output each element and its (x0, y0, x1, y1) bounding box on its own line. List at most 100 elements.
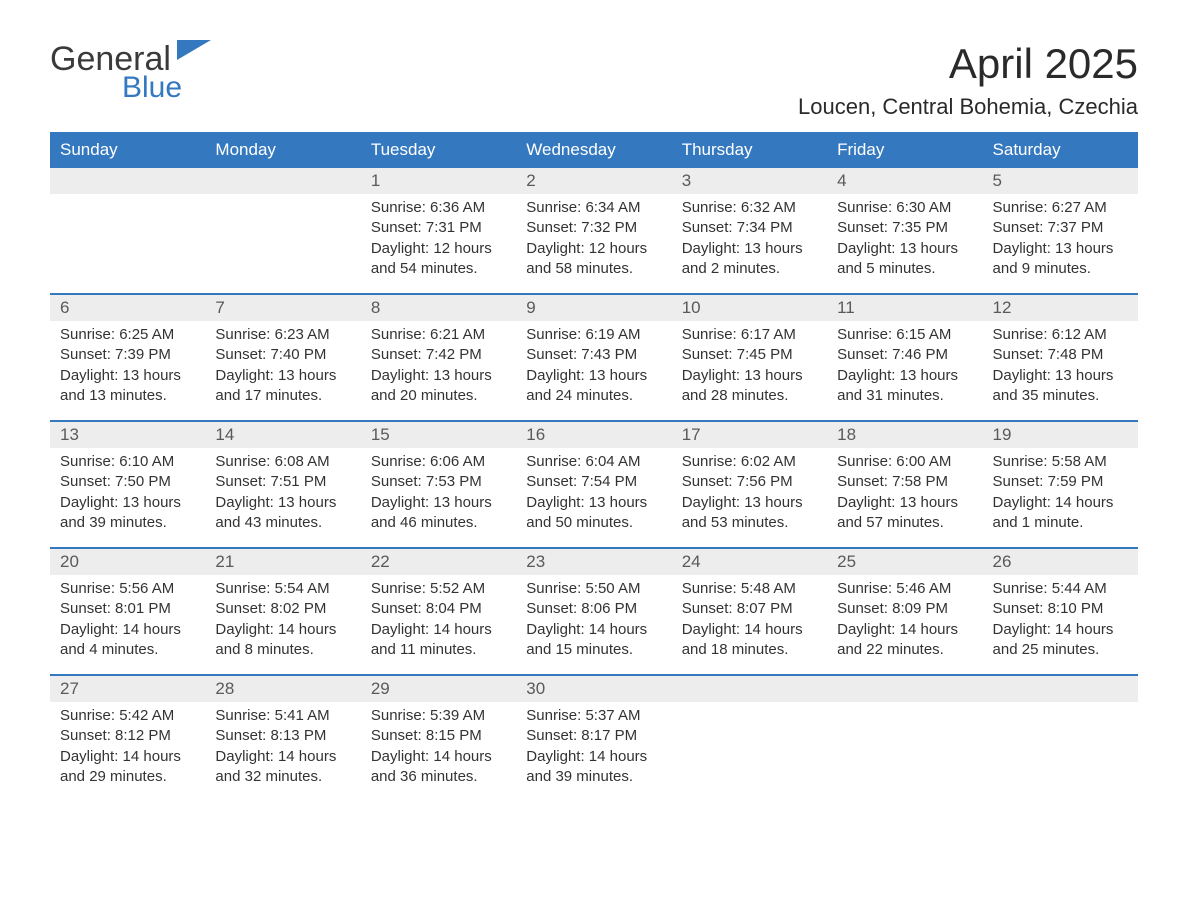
daylight-text: Daylight: 13 hours and 46 minutes. (371, 493, 506, 534)
day-content: Sunrise: 6:30 AMSunset: 7:35 PMDaylight:… (827, 194, 982, 293)
day-number: 16 (516, 422, 671, 448)
logo-sub-text: Blue (122, 71, 211, 105)
day-content: Sunrise: 6:04 AMSunset: 7:54 PMDaylight:… (516, 448, 671, 547)
day-content (205, 194, 360, 293)
day-content (827, 702, 982, 801)
sunrise-text: Sunrise: 6:06 AM (371, 452, 506, 472)
weekday-header: Sunday (50, 132, 205, 168)
sunrise-text: Sunrise: 6:36 AM (371, 198, 506, 218)
day-number: 13 (50, 422, 205, 448)
sunrise-text: Sunrise: 5:46 AM (837, 579, 972, 599)
sunrise-text: Sunrise: 6:00 AM (837, 452, 972, 472)
day-number-row: 20212223242526 (50, 549, 1138, 575)
day-content: Sunrise: 5:42 AMSunset: 8:12 PMDaylight:… (50, 702, 205, 801)
daylight-text: Daylight: 12 hours and 58 minutes. (526, 239, 661, 280)
sunset-text: Sunset: 8:17 PM (526, 726, 661, 746)
day-number: 20 (50, 549, 205, 575)
sunrise-text: Sunrise: 5:50 AM (526, 579, 661, 599)
day-number: 27 (50, 676, 205, 702)
sunset-text: Sunset: 7:51 PM (215, 472, 350, 492)
day-content-row: Sunrise: 6:10 AMSunset: 7:50 PMDaylight:… (50, 448, 1138, 547)
day-content: Sunrise: 6:17 AMSunset: 7:45 PMDaylight:… (672, 321, 827, 420)
sunset-text: Sunset: 7:46 PM (837, 345, 972, 365)
day-number: 11 (827, 295, 982, 321)
day-content: Sunrise: 6:19 AMSunset: 7:43 PMDaylight:… (516, 321, 671, 420)
sunset-text: Sunset: 7:37 PM (993, 218, 1128, 238)
day-number (205, 168, 360, 194)
daylight-text: Daylight: 14 hours and 4 minutes. (60, 620, 195, 661)
day-content: Sunrise: 5:37 AMSunset: 8:17 PMDaylight:… (516, 702, 671, 801)
sunrise-text: Sunrise: 5:42 AM (60, 706, 195, 726)
sunset-text: Sunset: 7:35 PM (837, 218, 972, 238)
day-content: Sunrise: 6:32 AMSunset: 7:34 PMDaylight:… (672, 194, 827, 293)
day-number-row: 12345 (50, 168, 1138, 194)
sunset-text: Sunset: 8:04 PM (371, 599, 506, 619)
day-content: Sunrise: 6:27 AMSunset: 7:37 PMDaylight:… (983, 194, 1138, 293)
daylight-text: Daylight: 14 hours and 32 minutes. (215, 747, 350, 788)
sunrise-text: Sunrise: 6:27 AM (993, 198, 1128, 218)
sunset-text: Sunset: 8:06 PM (526, 599, 661, 619)
day-content: Sunrise: 6:06 AMSunset: 7:53 PMDaylight:… (361, 448, 516, 547)
sunrise-text: Sunrise: 6:15 AM (837, 325, 972, 345)
weekday-header: Friday (827, 132, 982, 168)
day-content: Sunrise: 6:10 AMSunset: 7:50 PMDaylight:… (50, 448, 205, 547)
sunset-text: Sunset: 7:32 PM (526, 218, 661, 238)
sunrise-text: Sunrise: 5:58 AM (993, 452, 1128, 472)
sunrise-text: Sunrise: 6:12 AM (993, 325, 1128, 345)
sunset-text: Sunset: 7:59 PM (993, 472, 1128, 492)
day-content-row: Sunrise: 6:25 AMSunset: 7:39 PMDaylight:… (50, 321, 1138, 420)
sunset-text: Sunset: 7:50 PM (60, 472, 195, 492)
day-content: Sunrise: 5:56 AMSunset: 8:01 PMDaylight:… (50, 575, 205, 674)
sunset-text: Sunset: 7:42 PM (371, 345, 506, 365)
day-content: Sunrise: 5:39 AMSunset: 8:15 PMDaylight:… (361, 702, 516, 801)
weekday-header: Saturday (983, 132, 1138, 168)
sunset-text: Sunset: 7:58 PM (837, 472, 972, 492)
day-number: 7 (205, 295, 360, 321)
sunset-text: Sunset: 8:12 PM (60, 726, 195, 746)
daylight-text: Daylight: 13 hours and 17 minutes. (215, 366, 350, 407)
sunrise-text: Sunrise: 6:19 AM (526, 325, 661, 345)
sunrise-text: Sunrise: 6:34 AM (526, 198, 661, 218)
sunset-text: Sunset: 7:45 PM (682, 345, 817, 365)
daylight-text: Daylight: 13 hours and 43 minutes. (215, 493, 350, 534)
sunset-text: Sunset: 8:01 PM (60, 599, 195, 619)
day-content: Sunrise: 6:23 AMSunset: 7:40 PMDaylight:… (205, 321, 360, 420)
day-content-row: Sunrise: 6:36 AMSunset: 7:31 PMDaylight:… (50, 194, 1138, 293)
daylight-text: Daylight: 13 hours and 28 minutes. (682, 366, 817, 407)
day-number: 24 (672, 549, 827, 575)
sunrise-text: Sunrise: 5:41 AM (215, 706, 350, 726)
daylight-text: Daylight: 14 hours and 36 minutes. (371, 747, 506, 788)
sunset-text: Sunset: 7:39 PM (60, 345, 195, 365)
day-number: 22 (361, 549, 516, 575)
daylight-text: Daylight: 14 hours and 22 minutes. (837, 620, 972, 661)
day-number: 23 (516, 549, 671, 575)
daylight-text: Daylight: 13 hours and 50 minutes. (526, 493, 661, 534)
day-content: Sunrise: 5:54 AMSunset: 8:02 PMDaylight:… (205, 575, 360, 674)
daylight-text: Daylight: 14 hours and 18 minutes. (682, 620, 817, 661)
sunrise-text: Sunrise: 6:17 AM (682, 325, 817, 345)
day-number: 12 (983, 295, 1138, 321)
day-number: 15 (361, 422, 516, 448)
day-content: Sunrise: 5:46 AMSunset: 8:09 PMDaylight:… (827, 575, 982, 674)
daylight-text: Daylight: 13 hours and 39 minutes. (60, 493, 195, 534)
day-content: Sunrise: 6:25 AMSunset: 7:39 PMDaylight:… (50, 321, 205, 420)
day-number: 17 (672, 422, 827, 448)
sunrise-text: Sunrise: 6:04 AM (526, 452, 661, 472)
daylight-text: Daylight: 14 hours and 11 minutes. (371, 620, 506, 661)
day-number: 14 (205, 422, 360, 448)
day-number: 9 (516, 295, 671, 321)
daylight-text: Daylight: 13 hours and 53 minutes. (682, 493, 817, 534)
weekday-header: Monday (205, 132, 360, 168)
weekday-header: Wednesday (516, 132, 671, 168)
calendar: Sunday Monday Tuesday Wednesday Thursday… (50, 132, 1138, 801)
daylight-text: Daylight: 13 hours and 35 minutes. (993, 366, 1128, 407)
day-number (827, 676, 982, 702)
sunrise-text: Sunrise: 6:32 AM (682, 198, 817, 218)
day-number: 3 (672, 168, 827, 194)
day-number-row: 27282930 (50, 676, 1138, 702)
page-subtitle: Loucen, Central Bohemia, Czechia (798, 94, 1138, 120)
day-number: 5 (983, 168, 1138, 194)
day-number: 30 (516, 676, 671, 702)
sunset-text: Sunset: 7:48 PM (993, 345, 1128, 365)
daylight-text: Daylight: 13 hours and 24 minutes. (526, 366, 661, 407)
